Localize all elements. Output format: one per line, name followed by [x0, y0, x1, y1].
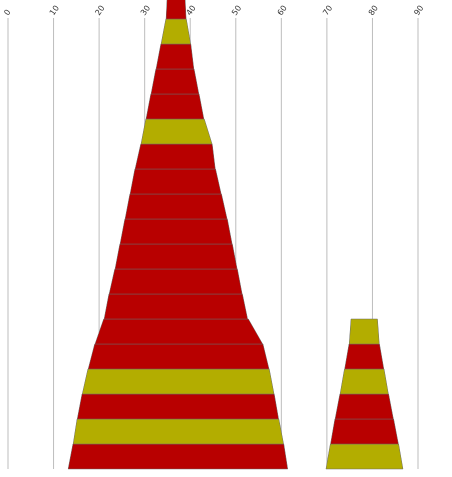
bar-segment — [119, 218, 233, 245]
bars — [67, 0, 404, 470]
bar-segment — [330, 418, 399, 445]
bar-segment — [155, 43, 195, 70]
bar-segment — [72, 418, 284, 445]
bar-segment — [94, 318, 264, 345]
bar-segment — [87, 343, 270, 370]
x-tick-label: 60 — [276, 4, 289, 18]
bar-segment — [339, 368, 389, 395]
x-tick-label: 30 — [139, 4, 152, 18]
x-tick-label: 70 — [321, 4, 334, 18]
bar-segment — [67, 443, 289, 470]
bar-segment — [108, 268, 243, 295]
bar-segment — [114, 243, 238, 270]
x-tick-label: 0 — [2, 8, 12, 17]
bar-segment — [81, 368, 275, 395]
bar-segment — [334, 393, 394, 420]
bar-segment — [140, 118, 213, 145]
bar-segment — [150, 68, 200, 95]
bar-segment — [134, 143, 216, 170]
bar-segment — [165, 0, 187, 20]
bar-segment — [344, 343, 385, 370]
bar-segment — [76, 393, 279, 420]
x-tick-label: 40 — [184, 4, 197, 18]
bar-segment — [145, 93, 205, 120]
x-tick-label: 50 — [230, 4, 243, 18]
bar-segment — [129, 168, 222, 195]
bar-segment — [160, 18, 191, 45]
x-tick-label: 10 — [48, 4, 61, 18]
x-tick-label: 20 — [93, 4, 106, 18]
x-tick-labels: 0 10 20 30 40 50 60 70 80 90 — [2, 4, 425, 18]
stack-1 — [67, 0, 289, 470]
stack-2 — [325, 318, 404, 470]
bar-segment — [348, 318, 380, 345]
x-tick-label: 90 — [412, 4, 425, 18]
bar-segment — [325, 443, 404, 470]
bar-segment — [103, 293, 248, 320]
x-tick-label: 80 — [367, 4, 380, 18]
bar-segment — [124, 193, 228, 220]
